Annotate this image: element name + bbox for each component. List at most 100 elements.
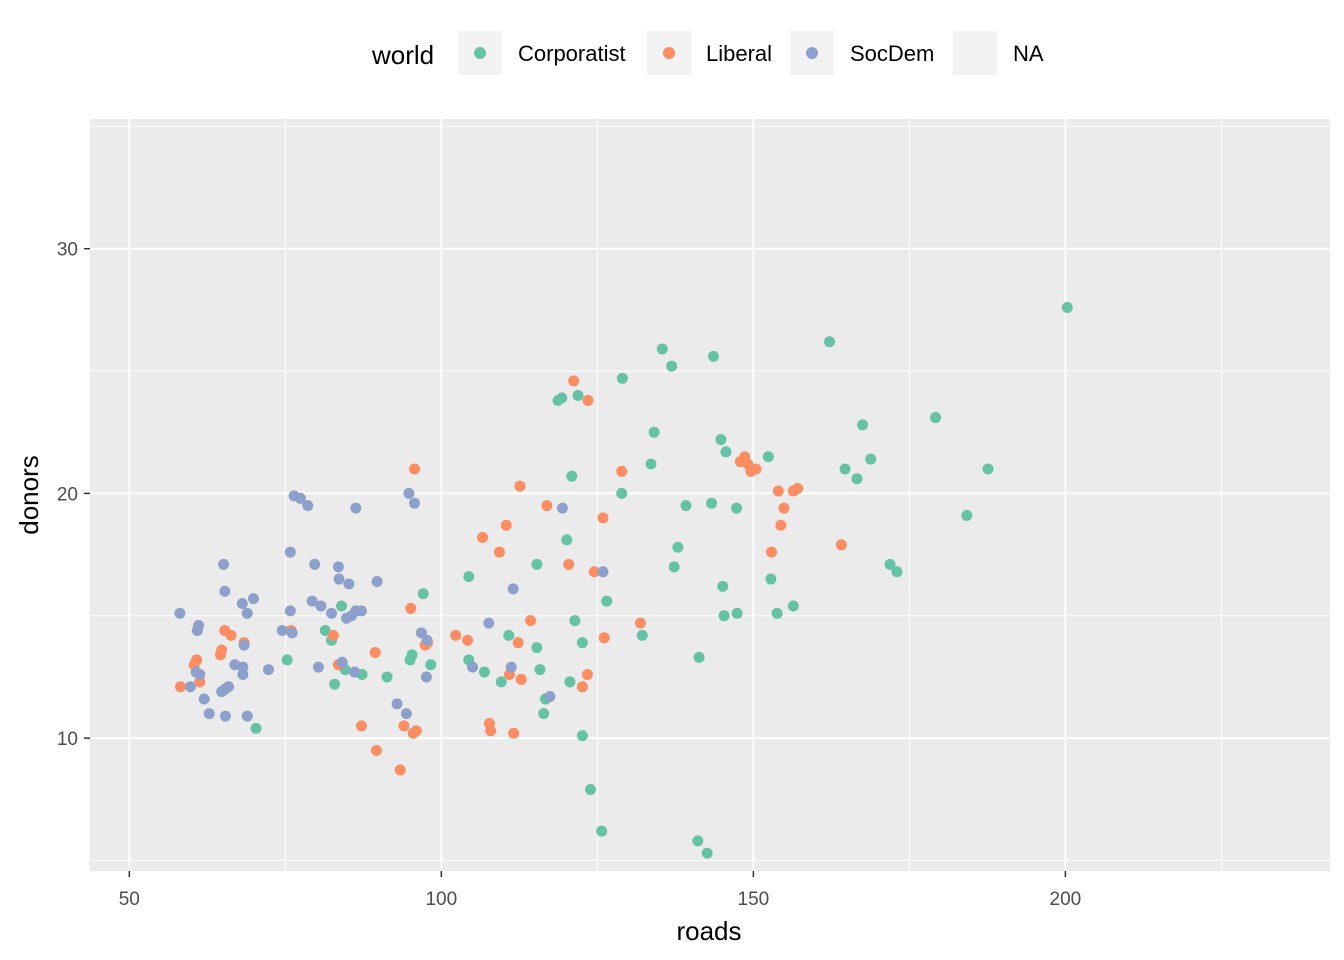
legend-marker-liberal [663, 47, 675, 59]
point-socdem [420, 671, 432, 683]
point-liberal [778, 502, 790, 514]
point-corporatist [417, 588, 429, 600]
point-corporatist [531, 558, 543, 570]
point-socdem [219, 585, 231, 597]
point-corporatist [566, 470, 578, 482]
point-socdem [507, 583, 519, 595]
point-socdem [184, 681, 196, 693]
point-socdem [544, 691, 556, 703]
point-corporatist [576, 637, 588, 649]
point-socdem [241, 607, 253, 619]
point-liberal [405, 602, 417, 614]
point-socdem [350, 502, 362, 514]
plot-panel [90, 119, 1330, 871]
y-tick-label: 30 [57, 240, 78, 261]
point-corporatist [771, 607, 783, 619]
point-liberal [370, 744, 382, 756]
point-socdem [174, 607, 186, 619]
point-corporatist [406, 649, 418, 661]
point-socdem [236, 598, 248, 610]
point-corporatist [636, 629, 648, 641]
legend-label-corporatist: Corporatist [518, 41, 626, 66]
point-corporatist [531, 642, 543, 654]
point-socdem [194, 668, 206, 680]
point-socdem [421, 634, 433, 646]
point-liberal [541, 500, 553, 512]
point-socdem [556, 502, 568, 514]
point-liberal [369, 646, 381, 658]
point-liberal [225, 629, 237, 641]
point-socdem [198, 693, 210, 705]
point-socdem [343, 578, 355, 590]
point-corporatist [680, 500, 692, 512]
point-socdem [391, 698, 403, 710]
point-corporatist [564, 676, 576, 688]
point-socdem [223, 681, 235, 693]
point-corporatist [538, 708, 550, 720]
point-corporatist [503, 629, 515, 641]
point-corporatist [601, 595, 613, 607]
point-corporatist [645, 458, 657, 470]
x-axis-title: roads [676, 916, 741, 946]
point-corporatist [534, 664, 546, 676]
point-liberal [493, 546, 505, 558]
point-liberal [576, 681, 588, 693]
point-corporatist [335, 600, 347, 612]
point-corporatist [884, 558, 896, 570]
y-axis-title: donors [14, 455, 44, 535]
point-liberal [772, 485, 784, 497]
point-corporatist [731, 607, 743, 619]
point-socdem [336, 656, 348, 668]
point-liberal [398, 720, 410, 732]
point-liberal [792, 483, 804, 495]
point-liberal [514, 480, 526, 492]
point-socdem [333, 573, 345, 585]
point-liberal [616, 465, 628, 477]
point-corporatist [596, 825, 608, 837]
point-corporatist [851, 473, 863, 485]
legend-title: world [371, 40, 434, 70]
point-liberal [588, 566, 600, 578]
legend: world Corporatist Liberal SocDem NA [371, 31, 1044, 75]
data-points [174, 301, 1073, 859]
x-tick-label: 50 [119, 889, 140, 910]
point-socdem [193, 620, 205, 632]
point-socdem [371, 576, 383, 588]
point-liberal [327, 629, 339, 641]
point-corporatist [718, 610, 730, 622]
point-socdem [483, 617, 495, 629]
legend-label-socdem: SocDem [850, 41, 934, 66]
point-liberal [512, 637, 524, 649]
point-liberal [568, 375, 580, 387]
point-liberal [750, 463, 762, 475]
point-corporatist [824, 336, 836, 348]
point-corporatist [478, 666, 490, 678]
point-corporatist [666, 360, 678, 372]
point-liberal [355, 720, 367, 732]
point-socdem [315, 600, 327, 612]
point-corporatist [693, 651, 705, 663]
x-tick-label: 200 [1050, 889, 1082, 910]
point-corporatist [720, 446, 732, 458]
point-corporatist [787, 600, 799, 612]
point-liberal [582, 394, 594, 406]
point-corporatist [556, 392, 568, 404]
point-liberal [598, 632, 610, 644]
x-tick-label: 150 [738, 889, 770, 910]
point-socdem [505, 661, 517, 673]
point-corporatist [648, 426, 660, 438]
point-corporatist [672, 541, 684, 553]
y-tick-label: 10 [57, 729, 78, 750]
point-corporatist [656, 343, 668, 355]
point-corporatist [765, 573, 777, 585]
point-corporatist [616, 372, 628, 384]
point-corporatist [731, 502, 743, 514]
point-liberal [477, 531, 489, 543]
point-corporatist [1061, 301, 1073, 313]
point-corporatist [701, 847, 713, 859]
point-liberal [462, 634, 474, 646]
point-corporatist [319, 624, 331, 636]
point-corporatist [495, 676, 507, 688]
axes: 50 100 150 200 10 20 30 [57, 240, 1081, 910]
